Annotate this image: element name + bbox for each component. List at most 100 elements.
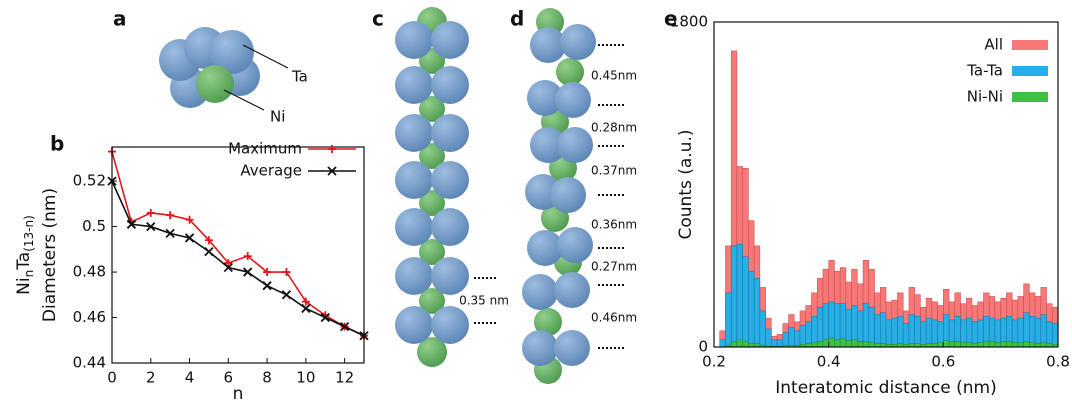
ta-atom (210, 30, 254, 74)
marker (166, 211, 175, 220)
panel-label: b (50, 132, 64, 156)
x-tick-label: 0.2 (702, 353, 726, 371)
ta-atom (395, 257, 433, 295)
bar (765, 328, 772, 348)
legend-label: Maximum (228, 140, 302, 158)
x-tick-label: 10 (296, 369, 315, 387)
y-axis-label-part: Ni (14, 277, 34, 294)
bar (1052, 323, 1059, 348)
bar (874, 314, 881, 348)
plot-frame (111, 146, 365, 364)
series-line (111, 151, 365, 337)
x-tick-label: 2 (146, 369, 156, 387)
ta-atom (431, 306, 469, 344)
bar (742, 256, 749, 348)
bar (782, 332, 789, 348)
ta-atom (560, 24, 596, 60)
ta-atom (554, 330, 590, 366)
legend-swatch (1012, 40, 1048, 50)
bar (857, 341, 864, 348)
x-tick-label: 4 (185, 369, 195, 387)
plot-frame (713, 21, 1059, 348)
panel-label: d (510, 7, 524, 31)
y-tick-label: 0.52 (73, 172, 106, 190)
bar (908, 314, 915, 348)
bar (834, 339, 841, 348)
bar (937, 342, 944, 348)
marker (204, 246, 214, 257)
ta-atom (395, 21, 433, 59)
marker (320, 312, 330, 323)
bar (891, 317, 898, 348)
atom-label: Ni (270, 108, 285, 126)
leader-line (242, 44, 289, 69)
ta-atom (550, 177, 586, 213)
bar (885, 319, 892, 348)
ni-atom (419, 239, 445, 265)
ta-atom (530, 127, 566, 163)
distance-label: 0.36nm (591, 218, 637, 232)
ta-atom (527, 80, 563, 116)
bar (1011, 342, 1019, 348)
x-tick-label: 6 (224, 369, 234, 387)
bar (822, 339, 829, 348)
bar (960, 342, 967, 348)
ta-atom (555, 82, 591, 118)
y-axis-label: Diameters (nm) (40, 188, 60, 322)
marker (301, 297, 310, 306)
marker (146, 208, 155, 217)
atom-label: Ta (291, 68, 308, 86)
bar (1017, 342, 1024, 348)
bar (1006, 341, 1013, 348)
marker (301, 303, 311, 314)
ta-atom (431, 21, 469, 59)
distance-label: 0.46nm (591, 311, 637, 325)
bar (759, 310, 766, 348)
ta-atom (395, 66, 433, 104)
x-axis-label: n (233, 384, 244, 402)
bar (966, 342, 973, 348)
bar (920, 321, 927, 348)
ni-atom (196, 65, 234, 103)
bar (931, 319, 938, 348)
y-tick-label: 0.46 (73, 308, 106, 326)
series-line (111, 180, 365, 337)
y-axis-label: Counts (a.u.) (676, 129, 696, 239)
bar (994, 342, 1001, 348)
y-axis-label-part: n (22, 270, 36, 278)
marker (146, 221, 156, 232)
ta-atom (522, 274, 558, 310)
bar (851, 339, 858, 348)
x-tick-label: 0 (107, 369, 117, 387)
bar (988, 341, 996, 348)
bar (725, 292, 732, 348)
y-axis-label-part: Ta (14, 252, 34, 271)
bar (948, 341, 956, 348)
marker (223, 262, 233, 273)
y-tick-label: 0.5 (82, 217, 106, 235)
marker (263, 268, 272, 277)
ni-atom (534, 308, 562, 336)
x-tick-label: 8 (262, 369, 272, 387)
marker (339, 321, 350, 332)
legend-marker (328, 145, 336, 153)
legend-label: Average (240, 162, 302, 180)
bar (862, 303, 870, 348)
bar (1040, 314, 1047, 348)
bar (868, 307, 875, 348)
molecules (159, 7, 596, 384)
chart: e Interatomic distance (nm) Counts (a.u.) 0… (664, 7, 1070, 399)
marker (204, 236, 213, 245)
ta-atom (554, 272, 590, 308)
x-tick-label: 0.4 (817, 353, 841, 371)
bar (1023, 341, 1030, 348)
ta-atom (527, 230, 563, 266)
ni-atom (419, 96, 445, 122)
ta-atom (395, 306, 433, 344)
bar (753, 278, 761, 348)
legend-label: All (984, 36, 1003, 54)
ta-atom (395, 114, 433, 152)
bar (902, 323, 910, 348)
bar (730, 341, 738, 348)
